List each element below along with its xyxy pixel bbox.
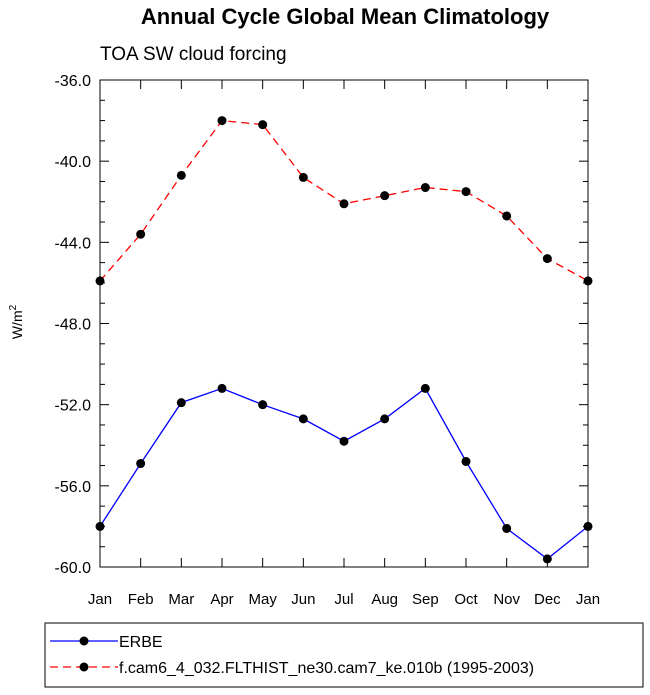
x-tick-label: Aug [371, 591, 398, 608]
chart-subtitle: TOA SW cloud forcing [100, 44, 287, 65]
x-tick-label: Jul [334, 591, 353, 608]
x-tick-label: Oct [454, 591, 478, 608]
data-point-erbe [542, 554, 552, 564]
legend-label-model: f.cam6_4_032.FLTHIST_ne30.cam7_ke.010b (… [119, 660, 534, 677]
data-point-model [502, 211, 512, 221]
x-tick-label: Mar [168, 591, 194, 608]
axis-ticks [99, 79, 589, 568]
legend-marker-model [79, 662, 89, 672]
series-points [95, 116, 593, 564]
data-point-erbe [136, 459, 146, 469]
data-point-model [542, 254, 552, 264]
data-point-erbe [298, 414, 308, 424]
y-axis-label: W/m2 [8, 304, 25, 339]
y-tick-label: -40.0 [55, 154, 92, 171]
data-point-model [217, 116, 227, 126]
y-tick-label: -44.0 [55, 235, 92, 252]
data-point-model [298, 172, 308, 182]
x-tick-label: Feb [128, 591, 154, 608]
data-point-model [176, 170, 186, 180]
data-point-model [380, 191, 390, 201]
x-tick-label: Jan [576, 591, 600, 608]
y-tick-label: -60.0 [55, 560, 92, 577]
legend-marker-erbe [79, 636, 89, 646]
y-tick-labels: -36.0 -40.0 -44.0 -48.0 -52.0 -56.0 -60.0 [55, 73, 92, 577]
legend-label-erbe: ERBE [119, 634, 163, 651]
data-point-erbe [502, 523, 512, 533]
legend-box [44, 622, 644, 688]
data-point-erbe [258, 400, 268, 410]
x-tick-label: Jan [88, 591, 112, 608]
data-point-model [461, 187, 471, 197]
x-tick-label: Apr [210, 591, 233, 608]
data-point-erbe [217, 383, 227, 393]
y-axis-label-superscript: 2 [8, 304, 19, 310]
y-tick-label: -48.0 [55, 317, 92, 334]
x-tick-label: Jun [291, 591, 315, 608]
plot-frame [99, 79, 589, 568]
legend: ERBE f.cam6_4_032.FLTHIST_ne30.cam7_ke.0… [44, 622, 644, 688]
x-tick-label: Nov [493, 591, 520, 608]
data-point-erbe [176, 398, 186, 408]
y-tick-label: -56.0 [55, 479, 92, 496]
data-point-erbe [461, 456, 471, 466]
y-tick-label: -36.0 [55, 73, 92, 90]
data-point-model [136, 229, 146, 239]
data-point-erbe [420, 383, 430, 393]
y-tick-label: -52.0 [55, 398, 92, 415]
data-point-model [339, 199, 349, 209]
data-point-model [420, 183, 430, 193]
x-tick-label: May [248, 591, 277, 608]
data-point-erbe [380, 414, 390, 424]
data-point-erbe [339, 436, 349, 446]
chart-title: Annual Cycle Global Mean Climatology [141, 4, 550, 29]
data-point-model [258, 120, 268, 130]
y-axis-label-unit: W/m [9, 310, 25, 339]
x-tick-labels: Jan Feb Mar Apr May Jun Jul Aug Sep Oct Nov Dec Jan [88, 591, 600, 608]
x-tick-label: Sep [412, 591, 439, 608]
series-line-erbe [99, 387, 589, 560]
series-lines [99, 119, 589, 560]
x-tick-label: Dec [534, 591, 561, 608]
